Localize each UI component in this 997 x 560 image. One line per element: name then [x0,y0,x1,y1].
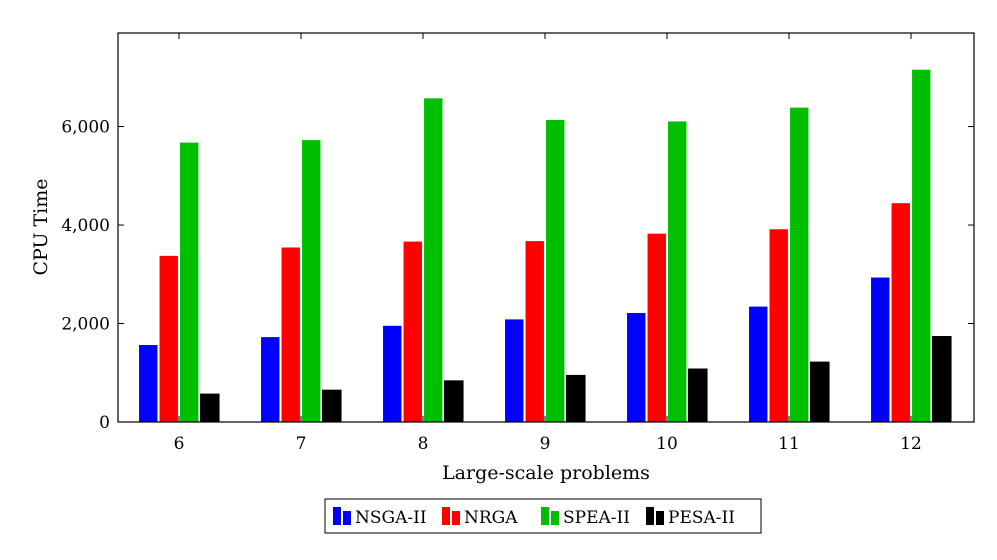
x-tick-label: 12 [900,434,922,454]
bar-nrga-12 [890,202,911,423]
bars-layer [138,69,952,423]
bar-nsga-ii-6 [138,344,159,423]
bar-spea-ii-6 [179,142,200,423]
y-tick-label: 4,000 [61,216,110,236]
x-tick-labels: 6 7 8 9 10 11 12 [174,434,922,454]
x-tick-label: 8 [418,434,429,454]
legend-swatch-pesa-ii-a [646,507,654,525]
bar-nrga-10 [646,233,667,423]
bar-nsga-ii-9 [504,318,525,423]
legend-label-nsga-ii: NSGA-II [355,508,427,528]
bar-nsga-ii-10 [626,312,647,423]
bar-spea-ii-7 [301,139,322,423]
y-tick-label: 6,000 [61,118,110,138]
legend: NSGA-II NRGA SPEA-II PESA-II [324,498,762,534]
legend-swatch-pesa-ii-b [656,511,664,525]
bar-pesa-ii-8 [443,380,464,423]
legend-label-nrga: NRGA [464,508,518,528]
bar-nsga-ii-11 [748,305,769,423]
bar-nrga-8 [402,240,423,423]
legend-swatch-spea-ii-b [551,511,559,525]
x-tick-label: 9 [540,434,551,454]
axis-ticks [118,33,974,423]
y-tick-label: 0 [99,413,110,433]
x-axis-title: Large-scale problems [442,462,650,484]
x-tick-label: 7 [296,434,307,454]
y-axis-title: CPU Time [30,178,52,275]
bar-nrga-9 [524,240,545,423]
x-tick-label: 6 [174,434,185,454]
bar-pesa-ii-11 [809,361,830,423]
bar-pesa-ii-7 [321,389,342,423]
bar-nsga-ii-8 [382,325,403,423]
bar-spea-ii-8 [423,97,444,423]
legend-label-spea-ii: SPEA-II [563,508,630,528]
bar-spea-ii-10 [667,120,688,423]
bar-nsga-ii-7 [260,336,281,423]
bar-spea-ii-9 [545,119,566,423]
bar-pesa-ii-10 [687,368,708,423]
bar-nsga-ii-12 [870,276,891,423]
bar-nrga-7 [280,246,301,423]
bar-nrga-6 [158,255,179,423]
legend-swatch-nrga-a [442,507,450,525]
x-tick-label: 10 [656,434,678,454]
bar-spea-ii-12 [911,69,932,423]
bar-pesa-ii-6 [199,393,220,423]
bar-spea-ii-11 [789,107,810,423]
x-tick-label: 11 [778,434,800,454]
legend-swatch-nsga-ii-a [333,507,341,525]
legend-swatch-nsga-ii-b [343,511,351,525]
legend-swatch-spea-ii-a [541,507,549,525]
plot-frame [117,32,975,423]
legend-label-pesa-ii: PESA-II [668,508,735,528]
bar-nrga-11 [768,228,789,423]
bar-pesa-ii-12 [931,336,952,423]
legend-swatch-nrga-b [452,511,460,525]
y-tick-labels: 0 2,000 4,000 6,000 [61,118,110,433]
bar-pesa-ii-9 [565,374,586,423]
y-tick-label: 2,000 [61,315,110,335]
